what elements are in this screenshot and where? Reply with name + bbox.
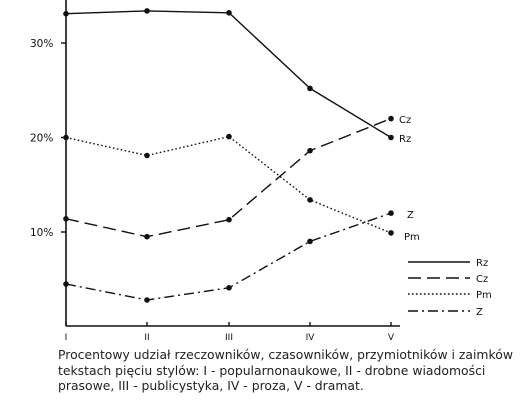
y-tick-label: 20% [30,133,53,145]
data-point-rz [388,134,394,141]
data-point-rz [307,85,313,92]
data-point-z [388,210,394,216]
end-label-cz: Cz [399,115,411,126]
data-point-z [307,238,313,245]
figure-caption: Procentowy udział rzeczowników, czasowni… [58,347,513,393]
legend-label-pm: Pm [476,290,492,301]
y-tick-label: 10% [30,227,53,239]
data-point-pm [63,134,69,141]
legend-label-z: Z [476,307,483,318]
y-tick-label: 30% [30,38,53,50]
data-point-rz [63,10,69,17]
data-point-rz [144,8,150,14]
data-point-cz [144,233,150,240]
data-point-pm [144,152,150,159]
data-point-z [144,297,150,303]
series-line-rz [65,10,392,139]
end-label-rz: Rz [399,134,411,145]
x-tick-label: III [225,333,233,343]
x-tick-label: I [65,333,68,343]
data-point-pm [226,133,232,140]
data-point-pm [307,197,313,203]
data-point-cz [307,147,313,154]
x-tick-label: V [388,333,395,343]
data-point-rz [226,10,232,16]
end-label-z: Z [407,210,414,221]
data-point-cz [388,115,394,122]
data-point-pm [388,230,394,236]
legend-label-cz: Cz [476,274,488,285]
data-point-cz [226,216,232,223]
end-label-pm: Pm [404,232,420,243]
x-tick-label: IV [306,333,316,343]
data-point-z [63,281,69,287]
data-point-cz [63,216,69,222]
x-tick-label: II [144,333,149,343]
legend-label-rz: Rz [476,258,488,269]
data-point-z [226,285,232,291]
